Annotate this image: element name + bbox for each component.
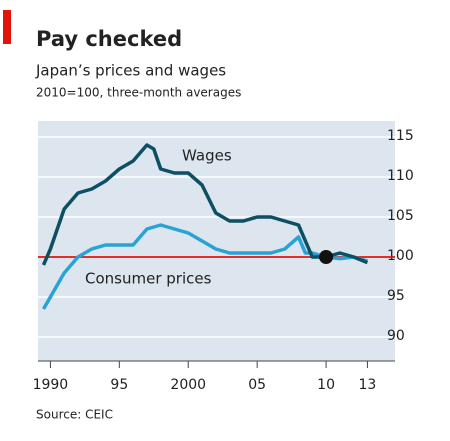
x-tick-label: 1990 [33,377,69,393]
red-tag [3,10,11,44]
y-tick-label: 105 [387,208,414,224]
y-tick-label: 95 [387,288,405,304]
x-tick-label: 95 [110,377,128,393]
source: Source: CEIC [36,408,113,422]
chart-note: 2010=100, three-month averages [36,86,241,100]
plot-area: 90 95 100 105 110 115 1990 95 2000 05 10 13 Wages Con… [33,121,414,393]
chart-subtitle: Japan’s prices and wages [35,62,226,80]
x-tick-label: 10 [317,377,335,393]
x-tick-label: 13 [359,377,377,393]
x-tick-label: 05 [248,377,266,393]
plot-background [38,121,395,361]
y-tick-label: 115 [387,128,414,144]
series-label: Wages [182,147,232,165]
series-line [41,143,369,266]
series-label: Consumer prices [85,270,212,288]
x-tick-label: 2000 [170,377,206,393]
y-tick-label: 100 [387,248,414,264]
y-tick-label: 110 [387,168,414,184]
y-tick-label: 90 [387,328,405,344]
chart-title: Pay checked [36,27,182,51]
marker [319,250,334,264]
